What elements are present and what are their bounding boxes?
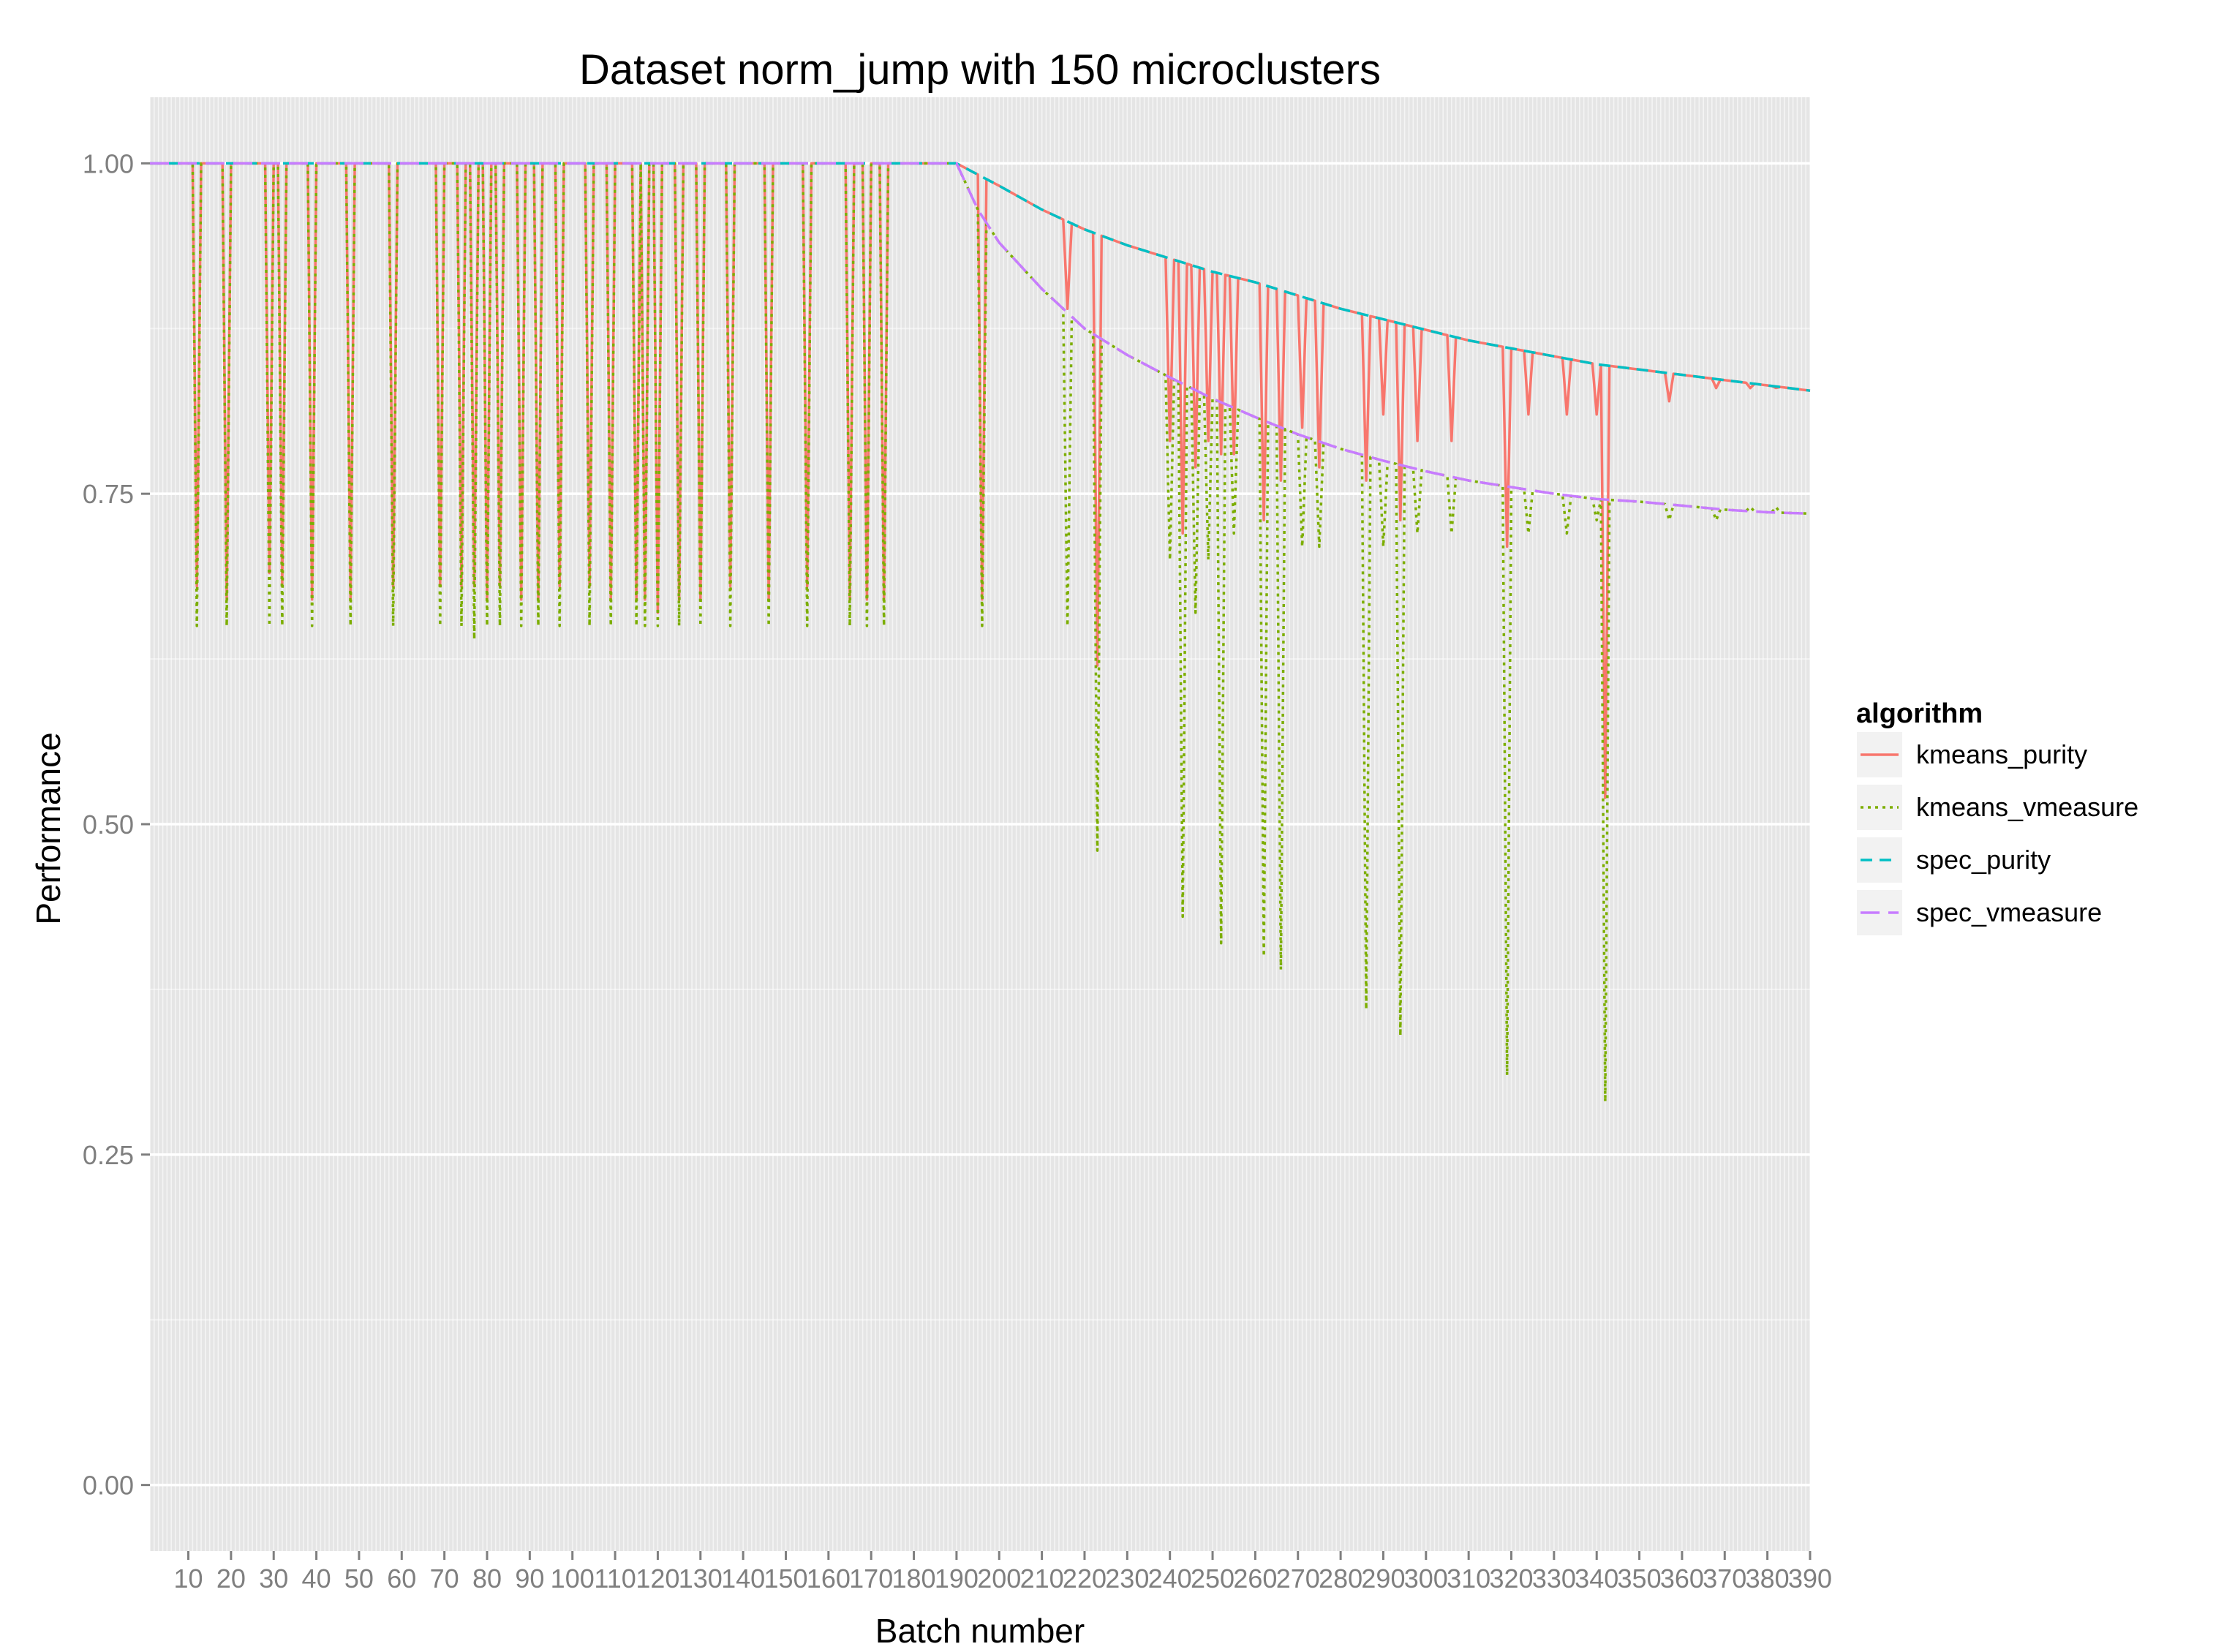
series-layer (150, 162, 1811, 1104)
legend-key-bg-spec_purity (1855, 836, 1904, 884)
x-tick-label: 290 (1361, 1564, 1405, 1593)
legend-label-kmeans_vmeasure: kmeans_vmeasure (1916, 792, 2138, 822)
x-tick-label: 260 (1233, 1564, 1277, 1593)
chart-title: Dataset norm_jump with 150 microclusters (579, 46, 1381, 94)
legend-label-spec_purity: spec_purity (1916, 845, 2051, 875)
x-tick-label: 160 (807, 1564, 851, 1593)
series-line-spec_vmeasure (150, 162, 1811, 516)
legend-key-bg-kmeans_vmeasure (1855, 783, 1904, 831)
x-tick-label: 230 (1105, 1564, 1149, 1593)
x-tick-label: 380 (1746, 1564, 1790, 1593)
x-tick-label: 30 (259, 1564, 288, 1593)
x-tick-label: 20 (216, 1564, 246, 1593)
x-tick-label: 350 (1618, 1564, 1662, 1593)
x-tick-label: 120 (636, 1564, 679, 1593)
y-axis: 0.00 0.25 0.50 0.75 1.00 (83, 148, 150, 1501)
y-tick-label: 0.25 (83, 1140, 134, 1170)
x-tick-label: 80 (472, 1564, 502, 1593)
legend-label-spec_vmeasure: spec_vmeasure (1916, 897, 2102, 927)
x-tick-label: 150 (764, 1564, 807, 1593)
legend: algorithm kmeans_purity kmeans_vmeasuresp… (1855, 698, 2138, 937)
plot-panel (149, 97, 1811, 1551)
x-tick-label: 210 (1020, 1564, 1064, 1593)
x-tick-label: 130 (679, 1564, 723, 1593)
x-tick-label: 310 (1447, 1564, 1490, 1593)
x-tick-label: 60 (387, 1564, 416, 1593)
x-tick-label: 90 (515, 1564, 544, 1593)
x-tick-label: 360 (1660, 1564, 1704, 1593)
x-tick-label: 240 (1148, 1564, 1192, 1593)
x-tick-label: 180 (892, 1564, 936, 1593)
x-tick-label: 340 (1575, 1564, 1618, 1593)
x-tick-label: 390 (1788, 1564, 1832, 1593)
legend-title: algorithm (1856, 698, 1983, 729)
x-tick-label: 280 (1319, 1564, 1362, 1593)
x-tick-label: 300 (1404, 1564, 1448, 1593)
series-line-spec_purity (150, 162, 1811, 392)
y-axis-title: Performance (29, 732, 67, 924)
grid-major (149, 97, 1811, 1551)
legend-items: kmeans_purity kmeans_vmeasure spec_puritys… (1855, 731, 2138, 937)
x-tick-label: 10 (173, 1564, 203, 1593)
x-axis: 10 20 30 40 50 60 70 80 90 100 110 1201301401501601… (173, 1551, 1832, 1593)
x-tick-label: 70 (430, 1564, 459, 1593)
legend-label-kmeans_purity: kmeans_purity (1916, 739, 2087, 769)
x-tick-label: 200 (977, 1564, 1021, 1593)
x-tick-label: 220 (1063, 1564, 1107, 1593)
y-tick-label: 0.50 (83, 810, 134, 840)
x-tick-label: 110 (594, 1564, 636, 1593)
x-tick-label: 170 (849, 1564, 893, 1593)
x-tick-label: 320 (1489, 1564, 1533, 1593)
y-tick-label: 0.00 (83, 1471, 134, 1501)
y-tick-label: 0.75 (83, 479, 134, 509)
x-tick-label: 190 (935, 1564, 979, 1593)
x-tick-label: 100 (551, 1564, 595, 1593)
x-tick-label: 250 (1191, 1564, 1234, 1593)
x-tick-label: 140 (721, 1564, 765, 1593)
x-tick-label: 40 (302, 1564, 331, 1593)
x-axis-title: Batch number (875, 1612, 1085, 1648)
y-tick-label: 1.00 (83, 148, 134, 178)
x-tick-label: 330 (1532, 1564, 1576, 1593)
x-tick-label: 50 (344, 1564, 374, 1593)
x-tick-label: 270 (1276, 1564, 1320, 1593)
x-tick-label: 370 (1703, 1564, 1746, 1593)
